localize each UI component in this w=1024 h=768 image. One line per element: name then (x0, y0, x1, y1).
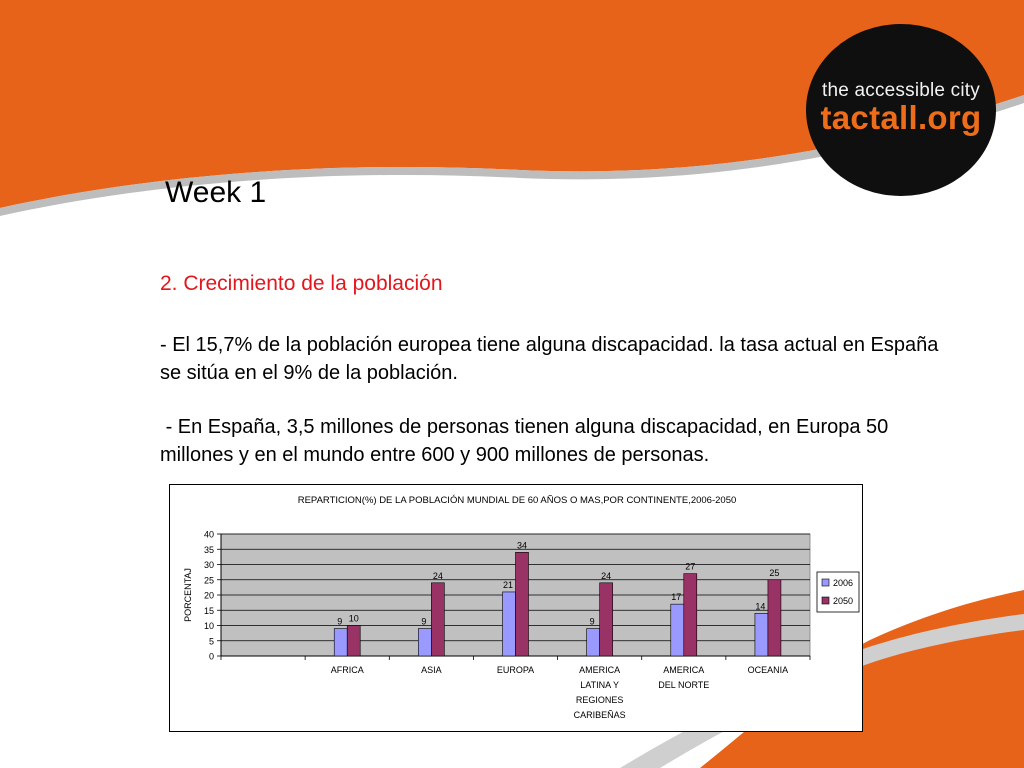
logo-circle (806, 24, 996, 196)
data-label: 34 (517, 540, 527, 550)
data-label: 9 (421, 617, 426, 627)
body-paragraph-2: - En España, 3,5 millones de personas ti… (160, 416, 894, 466)
data-label: 10 (349, 614, 359, 624)
data-label: 25 (769, 568, 779, 578)
x-tick-label: ASIA (421, 665, 442, 675)
logo-text-tagline: the accessible city (822, 80, 980, 101)
y-tick-label: 10 (204, 621, 214, 631)
x-tick-label: OCEANIA (748, 665, 789, 675)
bar-2006 (586, 628, 600, 657)
bar-2006 (670, 603, 685, 657)
bar-2050 (515, 552, 529, 657)
data-label: 14 (755, 601, 765, 611)
y-tick-label: 0 (209, 652, 214, 662)
data-label: 24 (601, 571, 611, 581)
x-tick-label: AFRICA (331, 665, 364, 675)
bar-2050 (431, 582, 445, 657)
page-title: Week 1 (165, 176, 267, 209)
y-tick-label: 20 (204, 591, 214, 601)
bar-2050 (767, 579, 782, 657)
bar-2006 (754, 613, 769, 657)
x-tick-label: AMERICA (663, 665, 704, 675)
x-tick-label: EUROPA (497, 665, 534, 675)
bar-2006 (502, 591, 516, 657)
bar-2050 (599, 582, 613, 657)
x-tick-label: AMERICA (579, 665, 620, 675)
bar-2050 (683, 573, 698, 657)
bar-2006 (333, 628, 348, 657)
data-label: 27 (685, 562, 695, 572)
y-tick-label: 30 (204, 560, 214, 570)
top-orange-band (0, 0, 1024, 208)
legend-label: 2006 (833, 578, 853, 588)
data-label: 24 (433, 571, 443, 581)
y-tick-label: 5 (209, 636, 214, 646)
y-tick-label: 35 (204, 545, 214, 555)
legend-label: 2050 (833, 596, 853, 606)
top-gray-swoosh (0, 95, 1024, 216)
legend-swatch (821, 578, 830, 587)
data-label: 9 (590, 617, 595, 627)
y-tick-label: 15 (204, 606, 214, 616)
data-label: 21 (503, 580, 513, 590)
y-axis-label: PORCENTAJ (183, 568, 193, 622)
chart-title: REPARTICION(%) DE LA POBLACIÓN MUNDIAL D… (298, 495, 737, 506)
data-label: 9 (337, 617, 342, 627)
legend-swatch (821, 596, 830, 605)
x-tick-label: DEL NORTE (658, 680, 709, 690)
x-tick-label: LATINA Y (580, 680, 619, 690)
x-tick-label: CARIBEÑAS (574, 710, 626, 720)
legend-box (816, 571, 860, 613)
population-bar-chart: REPARTICION(%) DE LA POBLACIÓN MUNDIAL D… (183, 495, 860, 720)
bar-2006 (418, 628, 432, 657)
section-heading: 2. Crecimiento de la población (160, 272, 443, 295)
data-label: 17 (671, 592, 681, 602)
x-tick-label: REGIONES (576, 695, 624, 705)
bar-2050 (346, 625, 361, 657)
logo-text-brand: tactall.org (820, 99, 982, 136)
body-paragraph-1: - El 15,7% de la población europea tiene… (160, 334, 944, 384)
y-tick-label: 25 (204, 575, 214, 585)
y-tick-label: 40 (204, 530, 214, 540)
